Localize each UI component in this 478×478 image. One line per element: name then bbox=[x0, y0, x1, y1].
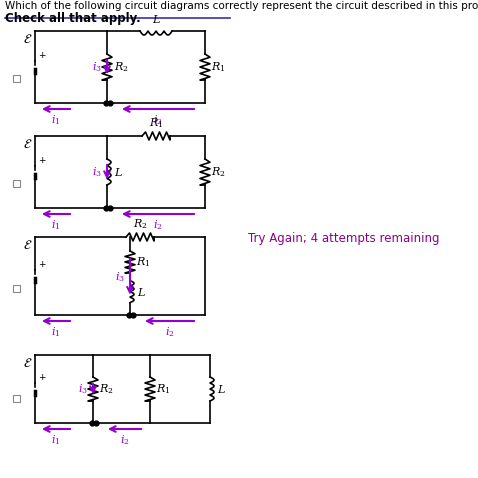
Bar bbox=[13, 180, 21, 186]
Text: $+$: $+$ bbox=[38, 372, 46, 382]
Text: $L$: $L$ bbox=[137, 285, 146, 298]
Text: $+$: $+$ bbox=[38, 259, 46, 269]
Bar bbox=[13, 75, 21, 82]
Text: $i_2$: $i_2$ bbox=[153, 218, 163, 232]
Text: $i_1$: $i_1$ bbox=[51, 113, 61, 127]
Text: $R_2$: $R_2$ bbox=[99, 382, 114, 396]
Text: $L$: $L$ bbox=[114, 166, 123, 178]
Text: Try Again; 4 attempts remaining: Try Again; 4 attempts remaining bbox=[248, 231, 439, 245]
Text: $R_2$: $R_2$ bbox=[211, 165, 226, 179]
Text: $+$: $+$ bbox=[38, 155, 46, 165]
Text: $i_3$: $i_3$ bbox=[115, 270, 125, 283]
Text: $\mathcal{E}$: $\mathcal{E}$ bbox=[23, 357, 33, 370]
Bar bbox=[13, 394, 21, 402]
Text: $i_2$: $i_2$ bbox=[153, 113, 163, 127]
Text: Check all that apply.: Check all that apply. bbox=[5, 12, 141, 25]
Text: $R_1$: $R_1$ bbox=[149, 116, 163, 130]
Text: $+$: $+$ bbox=[38, 50, 46, 60]
Bar bbox=[13, 284, 21, 292]
Text: $L$: $L$ bbox=[152, 13, 161, 25]
Text: $i_1$: $i_1$ bbox=[51, 218, 61, 232]
Text: $\mathcal{E}$: $\mathcal{E}$ bbox=[23, 138, 33, 151]
Text: $R_1$: $R_1$ bbox=[136, 255, 151, 269]
Text: $R_1$: $R_1$ bbox=[211, 60, 226, 74]
Text: $\mathcal{E}$: $\mathcal{E}$ bbox=[23, 239, 33, 252]
Text: $i_2$: $i_2$ bbox=[164, 325, 174, 339]
Text: $i_2$: $i_2$ bbox=[120, 433, 130, 447]
Text: $\mathcal{E}$: $\mathcal{E}$ bbox=[23, 33, 33, 46]
Text: $i_3$: $i_3$ bbox=[92, 165, 102, 179]
Text: $L$: $L$ bbox=[217, 383, 226, 395]
Text: Which of the following circuit diagrams correctly represent the circuit describe: Which of the following circuit diagrams … bbox=[5, 1, 478, 11]
Text: $i_1$: $i_1$ bbox=[51, 325, 61, 339]
Text: $i_3$: $i_3$ bbox=[92, 60, 102, 74]
Text: $i_3$: $i_3$ bbox=[78, 382, 88, 396]
Text: $R_1$: $R_1$ bbox=[156, 382, 171, 396]
Text: $R_2$: $R_2$ bbox=[133, 217, 147, 231]
Text: $i_1$: $i_1$ bbox=[51, 433, 61, 447]
Text: $R_2$: $R_2$ bbox=[114, 60, 129, 74]
